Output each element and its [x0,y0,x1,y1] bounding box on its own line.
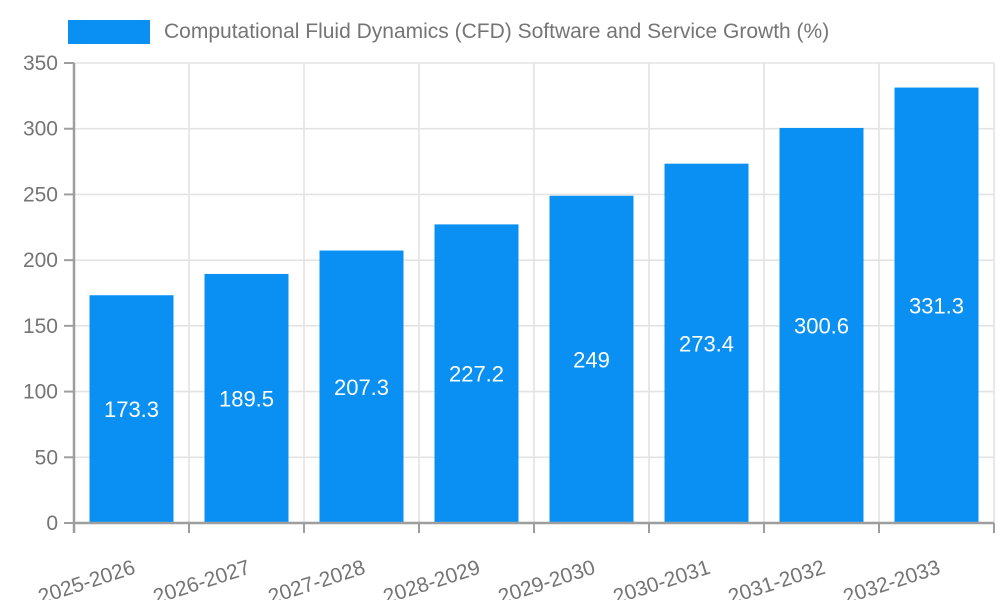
x-tick-label: 2031-2032 [725,556,828,600]
x-tick-label: 2026-2027 [150,556,253,600]
legend-swatch [68,20,150,44]
bar [204,273,289,523]
bar [779,127,864,523]
bar-value-label: 300.6 [794,313,849,338]
chart-legend: Computational Fluid Dynamics (CFD) Softw… [68,18,829,46]
x-tick-label: 2032-2033 [840,556,943,600]
bar-value-label: 273.4 [679,331,734,356]
x-tick-label: 2027-2028 [265,556,368,600]
bar [664,163,749,523]
y-tick-label: 300 [23,118,58,141]
bar [434,224,519,523]
bar-value-label: 227.2 [449,362,504,387]
bar [549,195,634,523]
y-tick-label: 50 [35,446,58,469]
bar [89,295,174,523]
bar-value-label: 249 [573,347,610,372]
bar [894,87,979,523]
bar-value-label: 207.3 [334,375,389,400]
y-tick-label: 0 [46,512,58,535]
x-tick-label: 2029-2030 [495,556,598,600]
legend-label: Computational Fluid Dynamics (CFD) Softw… [164,20,830,43]
y-tick-label: 250 [23,183,58,206]
x-tick-label: 2030-2031 [610,556,713,600]
y-tick-label: 200 [23,249,58,272]
bar-value-label: 331.3 [909,293,964,318]
x-tick-label: 2025-2026 [35,556,138,600]
y-tick-label: 150 [23,315,58,338]
y-tick-label: 100 [23,381,58,404]
x-tick-label: 2028-2029 [380,556,483,600]
bar [319,250,404,523]
y-tick-label: 350 [23,52,58,75]
bar-value-label: 189.5 [219,386,274,411]
bar-value-label: 173.3 [104,397,159,422]
